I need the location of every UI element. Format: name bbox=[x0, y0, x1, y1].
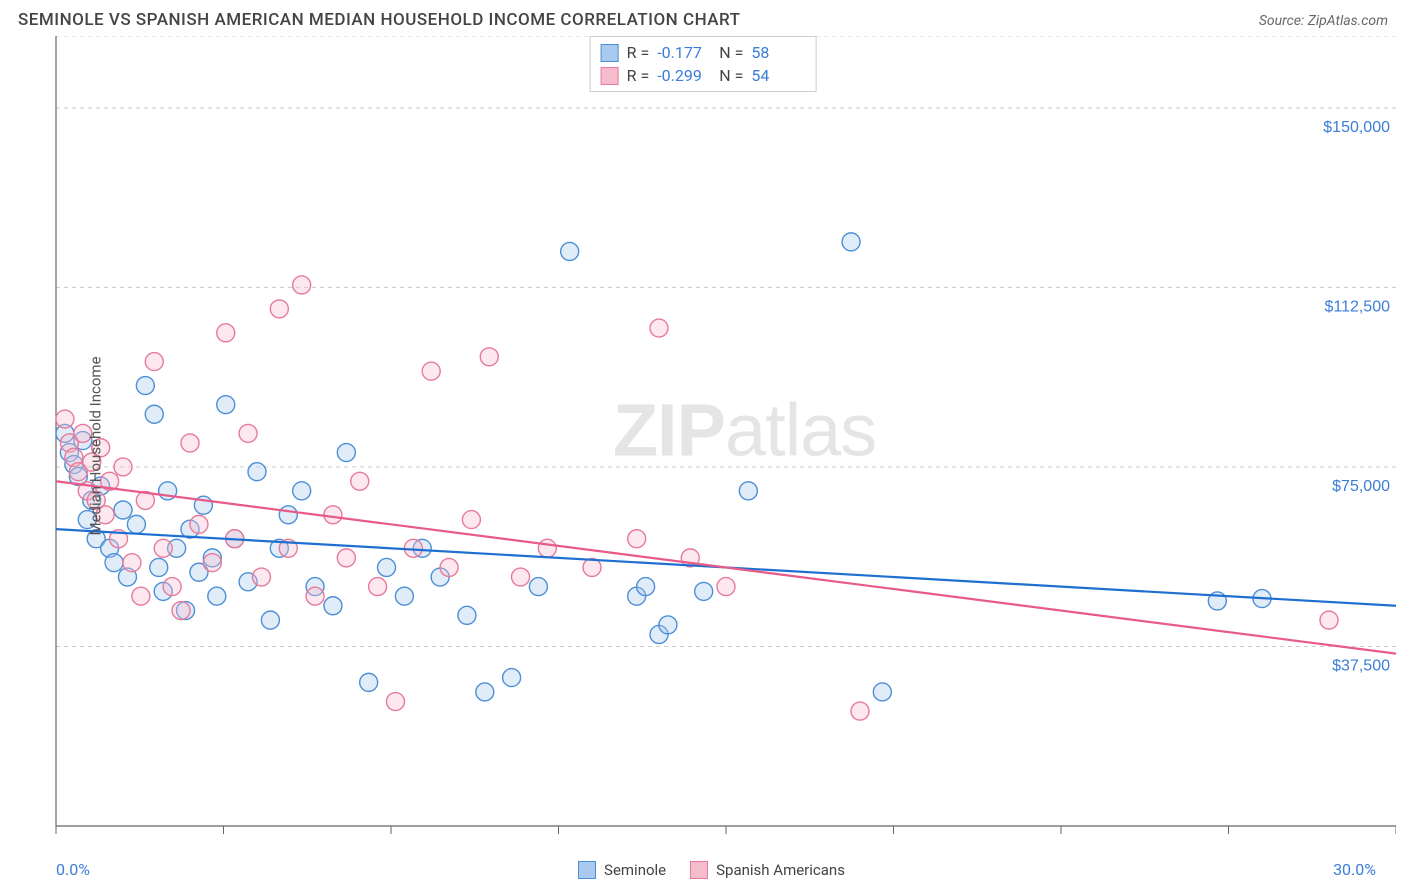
legend-label: Seminole bbox=[604, 861, 666, 879]
stats-n-label: N = bbox=[719, 43, 743, 62]
stats-r-label: R = bbox=[627, 43, 650, 62]
legend-item: Seminole bbox=[578, 861, 666, 879]
x-axis-end-label: 30.0% bbox=[1333, 860, 1376, 879]
svg-text:$75,000: $75,000 bbox=[1332, 478, 1390, 495]
chart-source: Source: ZipAtlas.com bbox=[1259, 13, 1388, 29]
stats-n-label: N = bbox=[719, 66, 743, 85]
legend-swatch bbox=[690, 861, 708, 879]
svg-text:$150,000: $150,000 bbox=[1323, 119, 1390, 136]
stats-swatch bbox=[601, 44, 619, 62]
chart-title: SEMINOLE VS SPANISH AMERICAN MEDIAN HOUS… bbox=[18, 10, 741, 30]
stats-r-value: -0.299 bbox=[657, 66, 711, 85]
chart-container: Median Household Income $37,500 $75,000 $1… bbox=[10, 36, 1396, 856]
correlation-stats-box: R = -0.177 N = 58 R = -0.299 N = 54 bbox=[590, 36, 817, 92]
stats-row: R = -0.177 N = 58 bbox=[601, 41, 806, 64]
stats-r-label: R = bbox=[627, 66, 650, 85]
legend: Seminole Spanish Americans bbox=[578, 861, 845, 879]
legend-swatch bbox=[578, 861, 596, 879]
stats-r-value: -0.177 bbox=[657, 43, 711, 62]
scatter-chart: $37,500 $75,000 $112,500 $150,000 bbox=[10, 36, 1396, 856]
legend-item: Spanish Americans bbox=[690, 861, 845, 879]
x-axis-start-label: 0.0% bbox=[56, 860, 90, 879]
legend-label: Spanish Americans bbox=[716, 861, 845, 879]
y-axis-label: Median Household Income bbox=[87, 356, 105, 535]
svg-text:$37,500: $37,500 bbox=[1332, 657, 1390, 674]
svg-text:$112,500: $112,500 bbox=[1324, 298, 1390, 315]
stats-swatch bbox=[601, 67, 619, 85]
stats-n-value: 54 bbox=[751, 66, 805, 85]
stats-n-value: 58 bbox=[751, 43, 805, 62]
stats-row: R = -0.299 N = 54 bbox=[601, 64, 806, 87]
